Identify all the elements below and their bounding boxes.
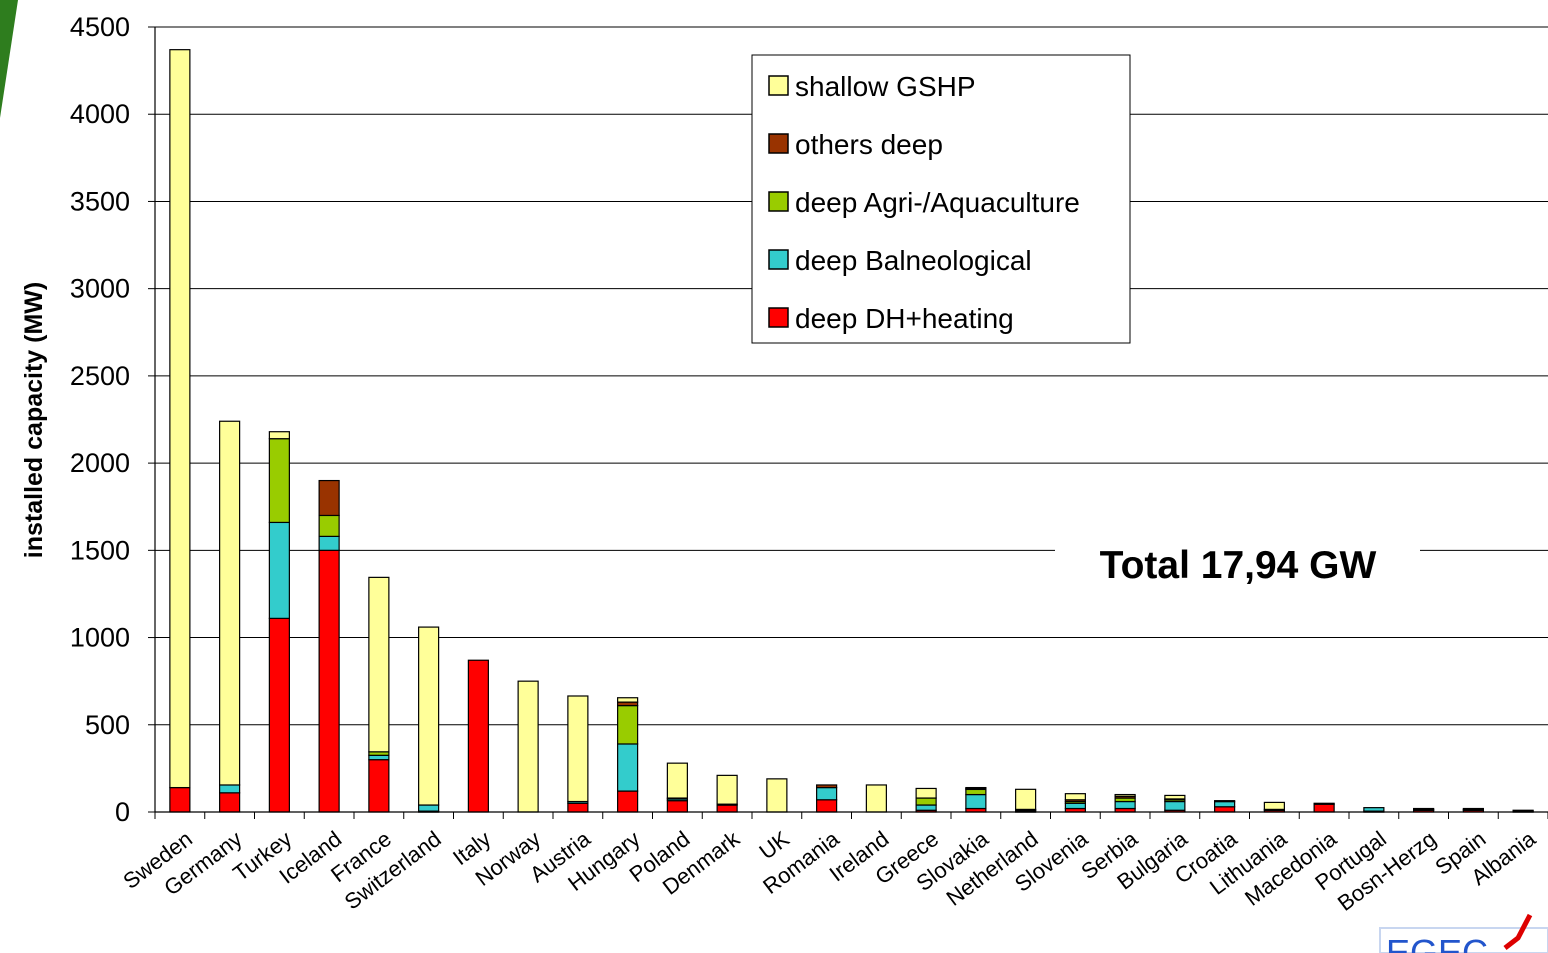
bar-segment (1413, 807, 1435, 811)
y-tick-label: 4000 (70, 99, 130, 129)
bar-segment (368, 754, 390, 761)
bar-segment (219, 420, 241, 786)
bar-segment (915, 804, 937, 811)
bar-segment (268, 431, 290, 440)
bar-segment (219, 792, 241, 813)
bar-segment (816, 799, 838, 813)
bar-segment (567, 695, 589, 803)
legend-entry: deep Balneological (795, 245, 1032, 276)
bar-segment (965, 788, 987, 796)
bar-segment (716, 774, 738, 805)
bar-segment (418, 804, 440, 812)
bar-segment (617, 790, 639, 813)
egec-logo: EGEC (1379, 913, 1548, 953)
legend-entry: others deep (795, 129, 943, 160)
checkmark-icon (1503, 913, 1533, 950)
bar-segment (1214, 800, 1236, 808)
bar-segment (318, 549, 340, 813)
bar-segment (666, 800, 688, 813)
bar-segment (1064, 802, 1086, 810)
bar-segment (1512, 809, 1534, 812)
legend-swatch (768, 191, 789, 212)
legend-entry: deep DH+heating (795, 303, 1014, 334)
bar-segment (1214, 806, 1236, 813)
bar-segment (1462, 807, 1484, 811)
bar-segment (268, 438, 290, 524)
bar-segment (268, 521, 290, 619)
bar-segment (617, 743, 639, 792)
bars (169, 49, 1534, 813)
y-tick-label: 1500 (70, 535, 130, 565)
legend: shallow GSHP others deep deep Agri-/Aquacu… (751, 54, 1131, 344)
bar-segment (517, 680, 539, 813)
y-tick-label: 0 (115, 797, 130, 827)
y-tick-label: 2500 (70, 361, 130, 391)
bar-segment (219, 784, 241, 794)
bar-segment (268, 617, 290, 813)
bar-segment (865, 784, 887, 813)
legend-entry: deep Agri-/Aquaculture (795, 187, 1080, 218)
bar-segment (418, 626, 440, 806)
bar-segment (1015, 788, 1037, 810)
x-axis-categories: SwedenGermanyTurkeyIcelandFranceSwitzerl… (118, 825, 1540, 915)
legend-box (751, 54, 1131, 344)
bar-segment (467, 659, 489, 813)
bar-segment (1164, 800, 1186, 811)
y-tick-label: 500 (85, 710, 130, 740)
y-tick-label: 3500 (70, 186, 130, 216)
bar-segment (1263, 801, 1285, 810)
bar-segment (617, 704, 639, 745)
bar-segment (965, 786, 987, 790)
legend-swatch (768, 133, 789, 154)
y-tick-label: 4500 (70, 12, 130, 42)
bar-segment (169, 786, 191, 813)
corner-decoration (0, 0, 18, 118)
y-tick-label: 3000 (70, 274, 130, 304)
bar-segment (1214, 800, 1236, 803)
bar-segment (1114, 800, 1136, 810)
legend-swatch (768, 75, 789, 96)
bar-segment (766, 778, 788, 813)
bar-segment (368, 576, 390, 753)
y-axis-ticks: 0 500 1000 1500 2000 2500 3000 3500 4000 4500 (70, 12, 155, 827)
bar-segment (965, 793, 987, 810)
bar-segment (816, 784, 838, 789)
bar-segment (1313, 803, 1335, 813)
legend-entry: shallow GSHP (795, 71, 976, 102)
legend-swatch (768, 307, 789, 328)
legend-swatch (768, 249, 789, 270)
bar-segment (318, 535, 340, 551)
bar-segment (318, 514, 340, 537)
bar-segment (169, 49, 191, 789)
bar-segment (1114, 793, 1136, 797)
bar-segment (1164, 794, 1186, 800)
axes (154, 27, 1548, 819)
y-axis-label: installed capacity (MW) (20, 282, 48, 558)
bar-segment (368, 759, 390, 813)
bar-segment (816, 786, 838, 801)
bar-segment (666, 762, 688, 799)
y-tick-label: 1000 (70, 623, 130, 653)
bar-segment (1363, 807, 1385, 812)
logo-text: EGEC (1386, 932, 1488, 953)
bar-segment (567, 802, 589, 813)
total-annotation-background (1055, 535, 1420, 595)
bar-segment (617, 697, 639, 703)
bar-segment (1313, 802, 1335, 805)
total-annotation: Total 17,94 GW (1100, 544, 1377, 587)
bar-segment (1064, 793, 1086, 801)
bar-segment (318, 479, 340, 517)
bar-segment (915, 787, 937, 799)
bar-segment (915, 797, 937, 806)
y-tick-label: 2000 (70, 448, 130, 478)
bar-segment (716, 804, 738, 813)
